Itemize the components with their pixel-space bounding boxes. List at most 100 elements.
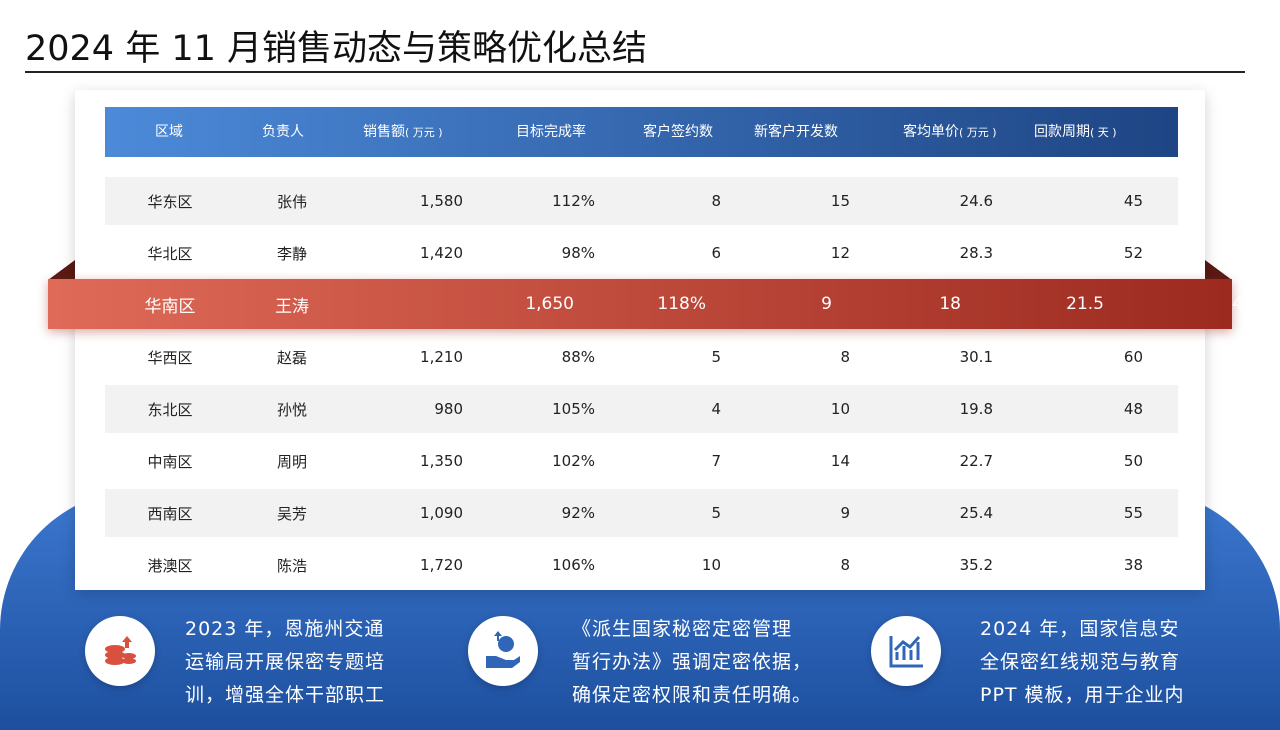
column-unit: ( 天 ) [1090, 125, 1117, 139]
table-row: 中南区 周明 1,350 102% 7 14 22.7 50 [105, 437, 1178, 485]
table-cell: 1,580 [420, 192, 463, 210]
table-cell: 1,210 [420, 348, 463, 366]
table-cell: 华东区 [147, 192, 193, 211]
table-cell: 35.2 [959, 556, 993, 574]
column-header: 目标完成率 [516, 107, 586, 157]
column-label: 回款周期 [1034, 123, 1090, 140]
table-cell: 48 [1123, 400, 1143, 418]
column-header: 负责人 [262, 107, 304, 157]
table-cell: 14 [830, 452, 850, 470]
card-text: 2023 年，恩施州交通 运输局开展保密专题培 训，增强全体干部职工 [185, 613, 385, 712]
table-cell: 7 [711, 452, 721, 470]
table-cell: 港澳区 [147, 556, 193, 575]
table-cell: 李静 [276, 244, 307, 263]
table-row: 华西区 赵磊 1,210 88% 5 8 30.1 60 [105, 333, 1178, 381]
icon-graphic [889, 635, 923, 668]
table-cell: 华西区 [147, 348, 193, 367]
table-cell: 1,650 [525, 294, 574, 314]
table-cell: 赵磊 [276, 348, 307, 367]
table-cell: 华北区 [147, 244, 193, 263]
card-line: PPT 模板，用于企业内 [980, 684, 1185, 706]
table-row: 华北区 李静 1,420 98% 6 12 28.3 52 [105, 229, 1178, 277]
table-row: 华东区 张伟 1,580 112% 8 15 24.6 45 [105, 177, 1178, 225]
table-cell: 华南区 [144, 296, 196, 317]
column-label: 目标完成率 [516, 123, 586, 140]
table-cell: 15 [830, 192, 850, 210]
column-label: 负责人 [262, 123, 304, 140]
table-cell: 88% [561, 348, 595, 366]
column-header: 新客户开发数 [754, 107, 838, 157]
table-cell: 92% [561, 504, 595, 522]
table-cell: 980 [434, 400, 463, 418]
table-cell: 8 [840, 348, 850, 366]
table-cell: 112% [552, 192, 595, 210]
table-cell: 10 [830, 400, 850, 418]
table-cell: 张伟 [276, 192, 307, 211]
table-cell: 王涛 [275, 296, 309, 317]
column-label: 客户签约数 [643, 123, 713, 140]
table-cell: 22.7 [959, 452, 993, 470]
table-cell: 38 [1123, 556, 1143, 574]
table-cell: 10 [701, 556, 721, 574]
column-label: 客均单价 [903, 123, 959, 140]
table-header: 区域 负责人 销售额( 万元 ) 目标完成率 客户签约数 新客户开发数 客均单价( 万元 )… [105, 107, 1178, 157]
ribbon-fold [48, 260, 75, 280]
table-cell: 5 [711, 504, 721, 522]
highlight-row: 华南区 王涛 1,650 118% 9 18 21.5 41 [48, 279, 1254, 329]
table-cell: 60 [1123, 348, 1143, 366]
icon-chart [871, 616, 941, 686]
table-cell: 中南区 [147, 452, 193, 471]
table-row: 港澳区 陈浩 1,720 106% 10 8 35.2 38 [105, 541, 1178, 589]
table-cell: 8 [840, 556, 850, 574]
table-row: 西南区 吴芳 1,090 92% 5 9 25.4 55 [105, 489, 1178, 537]
table-cell: 118% [657, 294, 706, 314]
column-header: 客均单价( 万元 ) [903, 107, 999, 157]
ribbon-fold [1205, 260, 1232, 280]
table-cell: 105% [552, 400, 595, 418]
table-cell: 陈浩 [276, 556, 307, 575]
table-cell: 21.5 [1066, 294, 1104, 314]
card-text: 2024 年，国家信息安 全保密红线规范与教育 PPT 模板，用于企业内 [980, 613, 1185, 712]
table-cell: 4 [711, 400, 721, 418]
card-line: 2024 年，国家信息安 [980, 618, 1180, 640]
table-cell: 1,090 [420, 504, 463, 522]
table-cell: 25.4 [959, 504, 993, 522]
title: 2024 年 11 月销售动态与策略优化总结 [25, 29, 647, 69]
column-label: 区域 [155, 123, 183, 140]
card-line: 确保定密权限和责任明确。 [572, 684, 813, 706]
table-cell: 28.3 [959, 244, 993, 262]
column-header: 销售额( 万元 ) [363, 107, 443, 157]
column-header: 回款周期( 天 ) [1034, 107, 1117, 157]
card-line: 训，增强全体干部职工 [185, 684, 386, 706]
table-cell: 周明 [276, 452, 307, 471]
table-cell: 102% [552, 452, 595, 470]
table-cell: 12 [830, 244, 850, 262]
table-cell: 1,720 [420, 556, 463, 574]
table-cell: 5 [711, 348, 721, 366]
table-cell: 30.1 [959, 348, 993, 366]
column-unit: ( 万元 ) [405, 125, 443, 139]
column-header: 客户签约数 [643, 107, 713, 157]
icon-graphic [105, 636, 136, 665]
column-label: 新客户开发数 [754, 123, 838, 140]
card-line: 2023 年，恩施州交通 [185, 618, 385, 640]
table-cell: 西南区 [147, 504, 193, 523]
table-cell: 东北区 [147, 400, 193, 419]
table-cell: 50 [1123, 452, 1143, 470]
icon-coins [85, 616, 155, 686]
table-cell: 9 [821, 294, 832, 314]
column-label: 销售额 [363, 123, 405, 140]
table-cell: 9 [840, 504, 850, 522]
table-cell: 106% [552, 556, 595, 574]
table-cell: 8 [711, 192, 721, 210]
icon-graphic [486, 631, 520, 668]
table-cell: 45 [1123, 192, 1143, 210]
icon-money-hand [468, 616, 538, 686]
table-cell: 24.6 [959, 192, 993, 210]
table-cell: 1,420 [420, 244, 463, 262]
table-cell: 6 [711, 244, 721, 262]
table-cell: 19.8 [959, 400, 993, 418]
table-cell: 吴芳 [276, 504, 307, 523]
card-line: 全保密红线规范与教育 [980, 651, 1181, 673]
